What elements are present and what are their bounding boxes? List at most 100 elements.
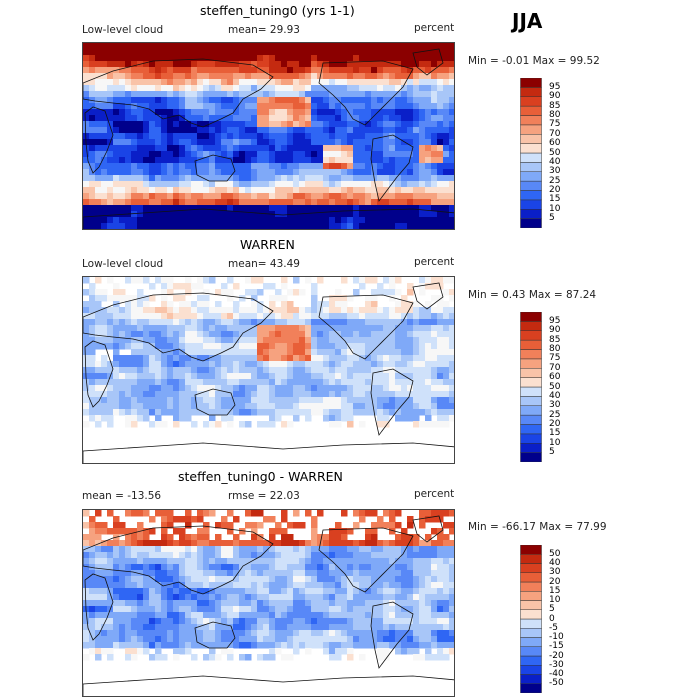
colorbar-tick-label: 30 — [549, 166, 561, 177]
colorbar-box — [520, 78, 542, 88]
panel-3-units: percent — [414, 488, 455, 500]
colorbar-box — [520, 405, 542, 416]
panel-3-mean: mean = -13.56 — [82, 490, 162, 502]
coastline — [84, 573, 114, 641]
colorbar-tick-label: 95 — [549, 81, 561, 92]
panel-1-title: steffen_tuning0 (yrs 1-1) — [200, 3, 355, 18]
panel-3-rmse: rmse = 22.03 — [228, 490, 300, 502]
colorbar-box — [520, 358, 542, 369]
colorbar-box — [520, 330, 542, 341]
coastline — [318, 527, 414, 593]
panel-3-map — [82, 509, 455, 697]
coastline — [83, 675, 454, 696]
coastline — [83, 442, 454, 463]
colorbar-tick-label: 85 — [549, 100, 561, 111]
coastline — [412, 48, 444, 76]
colorbar-tick-label: 70 — [549, 128, 561, 139]
panel-2-left-label: Low-level cloud — [82, 258, 164, 270]
coastline — [194, 154, 236, 182]
colorbar-tick-label: 90 — [549, 91, 561, 102]
colorbar-box — [520, 180, 542, 191]
colorbar-box — [520, 452, 542, 462]
colorbar-box — [520, 349, 542, 360]
colorbar-tick-label: 50 — [549, 548, 561, 559]
colorbar-box — [520, 563, 542, 573]
panel-2-units: percent — [414, 256, 455, 268]
colorbar-tick-label: 10 — [549, 595, 561, 605]
panel-3-title: steffen_tuning0 - WARREN — [178, 469, 343, 484]
colorbar-box — [520, 124, 542, 135]
colorbar-box — [520, 443, 542, 453]
panel-2-title: WARREN — [240, 237, 295, 252]
colorbar-tick-label: -20 — [549, 650, 564, 661]
colorbar-tick-label: 50 — [549, 381, 561, 392]
colorbar-box — [520, 433, 542, 444]
colorbar-tick-label: 60 — [549, 138, 561, 149]
coastline — [83, 208, 454, 229]
panel-1-units: percent — [414, 22, 455, 34]
colorbar-box — [520, 572, 542, 583]
colorbar-box — [520, 162, 542, 172]
colorbar-tick-label: 10 — [549, 437, 561, 448]
colorbar-box — [520, 87, 542, 97]
coastline — [194, 388, 236, 416]
panel-3-colorbar — [520, 545, 542, 693]
season-label: JJA — [512, 9, 543, 33]
coastline — [412, 282, 444, 310]
colorbar-box — [520, 655, 542, 666]
colorbar-box — [520, 339, 542, 350]
colorbar-box — [520, 199, 542, 210]
colorbar-tick-label: 95 — [549, 315, 561, 326]
colorbar-box — [520, 600, 542, 610]
coastline — [412, 515, 444, 543]
colorbar-tick-label: 70 — [549, 362, 561, 373]
colorbar-tick-label: 80 — [549, 344, 561, 354]
colorbar-tick-label: 80 — [549, 110, 561, 120]
colorbar-box — [520, 152, 542, 163]
colorbar-tick-label: -50 — [549, 678, 564, 689]
colorbar-box — [520, 377, 542, 388]
colorbar-tick-label: 10 — [549, 203, 561, 214]
colorbar-box — [520, 618, 542, 629]
colorbar-box — [520, 190, 542, 201]
colorbar-tick-label: 85 — [549, 334, 561, 345]
colorbar-tick-label: -30 — [549, 659, 564, 670]
panel-2-mean: mean= 43.49 — [228, 258, 300, 270]
colorbar-box — [520, 665, 542, 675]
colorbar-box — [520, 321, 542, 331]
coastline — [318, 60, 414, 126]
colorbar-box — [520, 414, 542, 425]
colorbar-tick-label: 20 — [549, 419, 561, 429]
colorbar-box — [520, 554, 542, 564]
coastline — [318, 294, 414, 360]
colorbar-box — [520, 581, 542, 592]
panel-1-left-label: Low-level cloud — [82, 24, 164, 36]
panel-2-map — [82, 276, 455, 464]
colorbar-tick-label: 5 — [549, 604, 555, 615]
coastline — [84, 106, 114, 174]
colorbar-box — [520, 646, 542, 657]
panel-1-mean: mean= 29.93 — [228, 24, 300, 36]
colorbar-tick-label: 30 — [549, 400, 561, 411]
colorbar-tick-label: 40 — [549, 390, 561, 401]
colorbar-tick-label: -40 — [549, 669, 564, 679]
colorbar-box — [520, 591, 542, 601]
coastline — [370, 368, 414, 436]
colorbar-box — [520, 683, 542, 693]
colorbar-box — [520, 545, 542, 555]
colorbar-box — [520, 218, 542, 228]
colorbar-tick-label: 15 — [549, 428, 561, 439]
colorbar-tick-label: 60 — [549, 372, 561, 383]
colorbar-tick-label: 15 — [549, 585, 561, 596]
colorbar-tick-label: 5 — [549, 213, 555, 224]
colorbar-box — [520, 312, 542, 322]
colorbar-box — [520, 134, 542, 144]
coastline — [84, 340, 114, 408]
colorbar-tick-label: 30 — [549, 567, 561, 578]
colorbar-tick-label: -5 — [549, 622, 558, 633]
colorbar-box — [520, 674, 542, 684]
colorbar-box — [520, 115, 542, 126]
colorbar-tick-label: 20 — [549, 185, 561, 195]
colorbar-tick-label: 0 — [549, 613, 555, 624]
colorbar-box — [520, 637, 542, 647]
